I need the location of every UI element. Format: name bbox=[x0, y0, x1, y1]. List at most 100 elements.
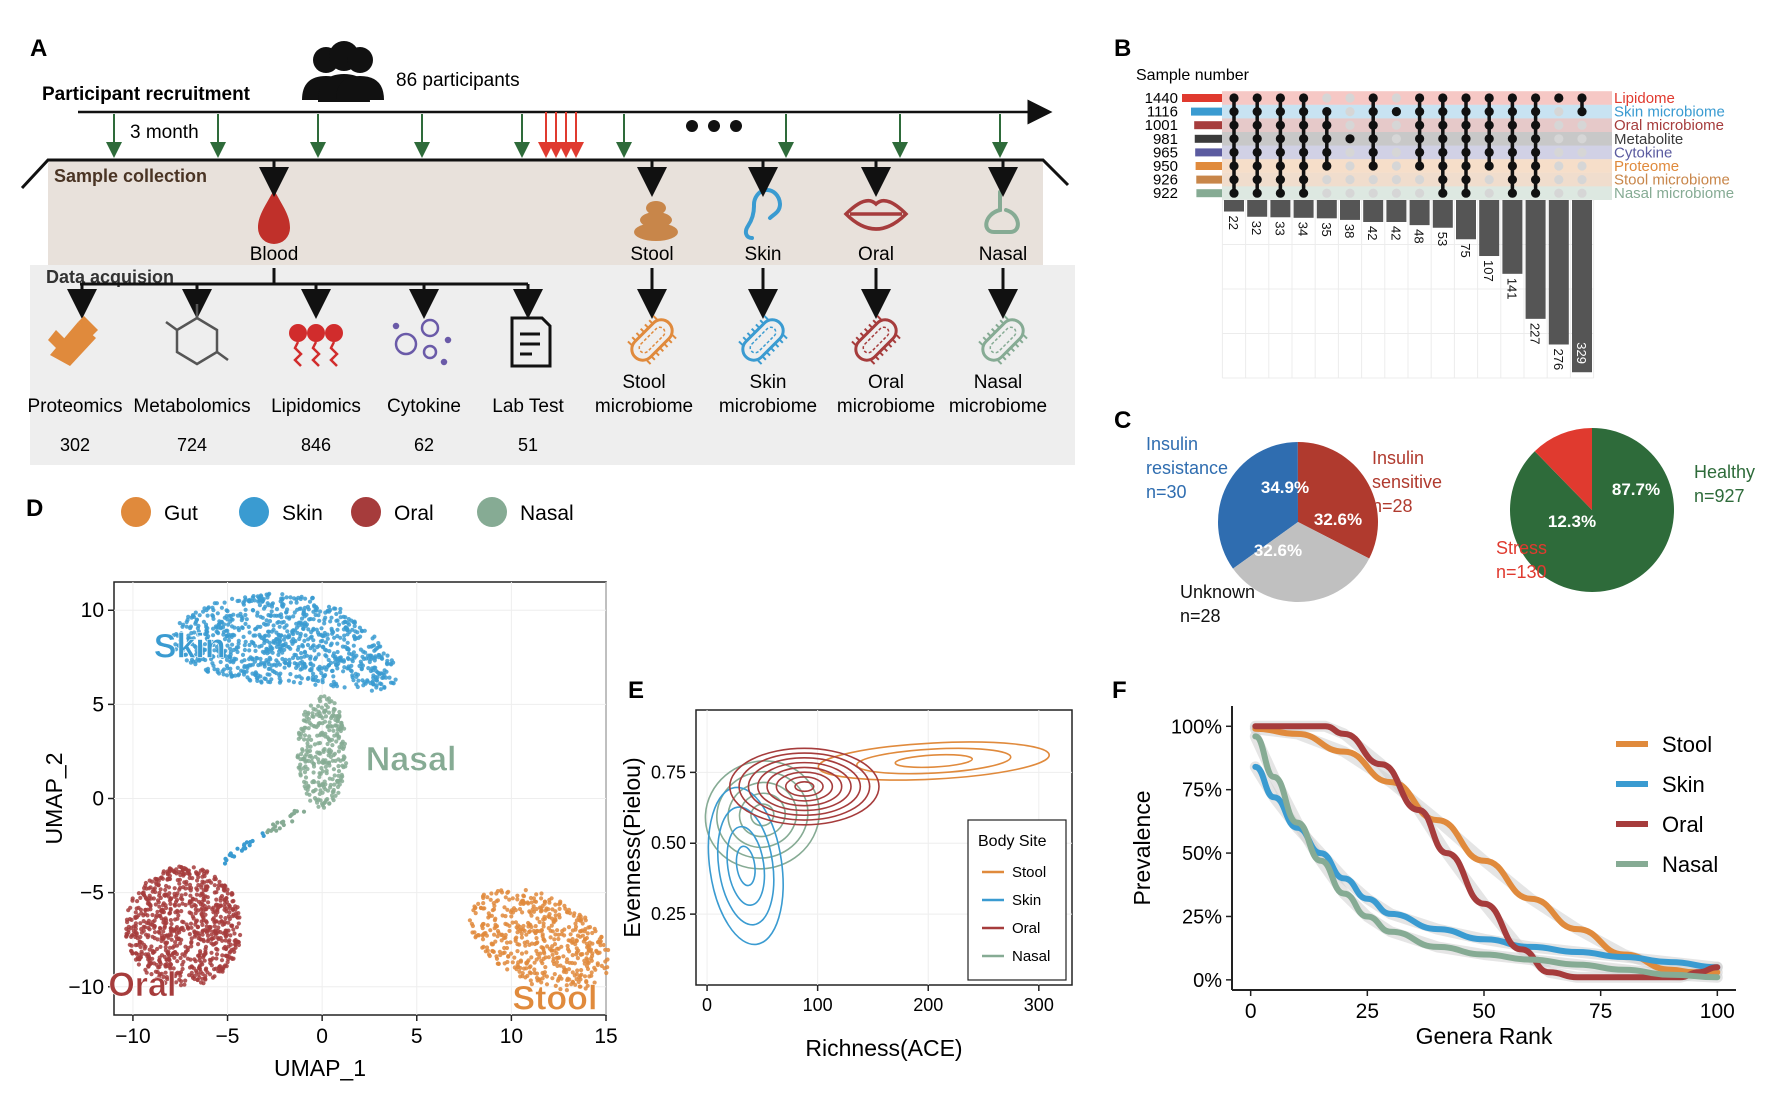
umap-point bbox=[258, 624, 263, 630]
umap-point bbox=[362, 628, 367, 633]
umap-point bbox=[486, 915, 491, 920]
prevalence-legend-label: Stool bbox=[1662, 732, 1712, 757]
umap-point bbox=[272, 662, 277, 667]
umap-point bbox=[319, 731, 324, 736]
umap-point bbox=[305, 604, 310, 609]
umap-point bbox=[178, 647, 183, 653]
umap-point bbox=[520, 971, 525, 976]
umap-point bbox=[243, 607, 248, 612]
contour-legend-label: Skin bbox=[1012, 892, 1041, 909]
umap-point bbox=[277, 680, 282, 685]
panel-e: E 0 100 200 300 0.25 0.50 0.75 Richness(ACE) Eve… bbox=[619, 677, 1073, 1061]
umap-point bbox=[513, 938, 518, 944]
umap-point bbox=[552, 961, 557, 967]
umap-point bbox=[170, 982, 175, 987]
umap-point bbox=[302, 712, 307, 717]
umap-point bbox=[313, 655, 319, 660]
umap-point bbox=[496, 961, 501, 966]
umap-point bbox=[274, 644, 279, 650]
contour-ring bbox=[716, 770, 809, 859]
umap-point bbox=[196, 650, 201, 655]
omics-label: Proteomics bbox=[27, 396, 122, 417]
umap-point bbox=[529, 900, 534, 905]
umap-point bbox=[210, 605, 215, 610]
umap-point bbox=[358, 634, 363, 639]
umap-point bbox=[211, 616, 216, 622]
umap-point bbox=[556, 902, 562, 907]
umap-point bbox=[243, 612, 248, 618]
umap-point bbox=[266, 659, 271, 664]
umap-point bbox=[481, 932, 486, 937]
umap-point bbox=[200, 922, 205, 928]
umap-point bbox=[529, 913, 534, 918]
umap-point bbox=[226, 632, 231, 637]
umap-point bbox=[331, 728, 336, 733]
umap-point bbox=[168, 918, 173, 923]
umap-point bbox=[236, 672, 242, 677]
umap-point bbox=[247, 630, 252, 635]
contour-ring bbox=[775, 771, 834, 802]
umap-cluster-label: Oral bbox=[108, 966, 176, 1004]
umap-point bbox=[176, 643, 181, 648]
umap-point bbox=[574, 946, 579, 951]
umap-point bbox=[244, 669, 249, 674]
prevalence-line-oral bbox=[1252, 723, 1721, 981]
umap-point bbox=[211, 916, 216, 921]
umap-point bbox=[164, 961, 169, 967]
umap-point bbox=[167, 869, 172, 874]
umap-point bbox=[564, 959, 569, 965]
umap-point bbox=[224, 673, 230, 678]
umap-point bbox=[261, 637, 267, 642]
umap-point bbox=[149, 944, 154, 949]
umap-point bbox=[183, 886, 188, 891]
umap-point bbox=[276, 652, 281, 658]
umap-point bbox=[274, 636, 279, 642]
umap-point bbox=[325, 735, 330, 740]
umap-point bbox=[258, 656, 263, 662]
umap-point bbox=[167, 910, 173, 916]
umap-point bbox=[571, 940, 576, 945]
umap-point bbox=[303, 775, 309, 780]
umap-point bbox=[548, 935, 553, 940]
umap-point bbox=[311, 671, 316, 676]
umap-point bbox=[201, 955, 206, 960]
umap-point bbox=[573, 921, 578, 926]
umap-point bbox=[287, 657, 292, 663]
umap-point bbox=[140, 891, 145, 896]
umap-point bbox=[345, 628, 350, 633]
umap-point bbox=[173, 940, 178, 945]
umap-point bbox=[568, 911, 573, 916]
umap-point bbox=[217, 879, 222, 884]
umap-point bbox=[244, 617, 249, 622]
umap-point bbox=[313, 674, 319, 679]
umap-point bbox=[327, 776, 332, 781]
intersection-bar bbox=[1247, 200, 1268, 217]
umap-point bbox=[144, 896, 149, 901]
umap-point bbox=[333, 723, 338, 728]
intersection-value: 42 bbox=[1365, 226, 1380, 240]
umap-point bbox=[524, 960, 529, 966]
umap-point bbox=[548, 928, 553, 933]
umap-point bbox=[271, 640, 276, 645]
umap-point bbox=[585, 983, 590, 988]
umap-point bbox=[172, 894, 177, 899]
set-size-label: 950 bbox=[1153, 158, 1178, 175]
matrix-dot-off bbox=[1322, 188, 1332, 198]
umap-point bbox=[197, 657, 202, 663]
umap-point bbox=[539, 896, 544, 901]
umap-point bbox=[195, 878, 200, 883]
umap-point bbox=[334, 663, 340, 668]
umap-point bbox=[561, 954, 566, 959]
umap-point bbox=[281, 637, 287, 642]
umap-point bbox=[127, 942, 132, 947]
umap-point bbox=[345, 666, 350, 671]
umap-point bbox=[517, 969, 522, 974]
prevalence-legend-label: Oral bbox=[1662, 812, 1704, 837]
umap-point bbox=[248, 678, 253, 683]
umap-point bbox=[299, 726, 304, 732]
umap-point bbox=[258, 674, 263, 679]
umap-point bbox=[203, 667, 208, 673]
umap-point bbox=[510, 960, 515, 965]
pie-slice bbox=[1232, 522, 1370, 602]
umap-point bbox=[493, 924, 498, 929]
